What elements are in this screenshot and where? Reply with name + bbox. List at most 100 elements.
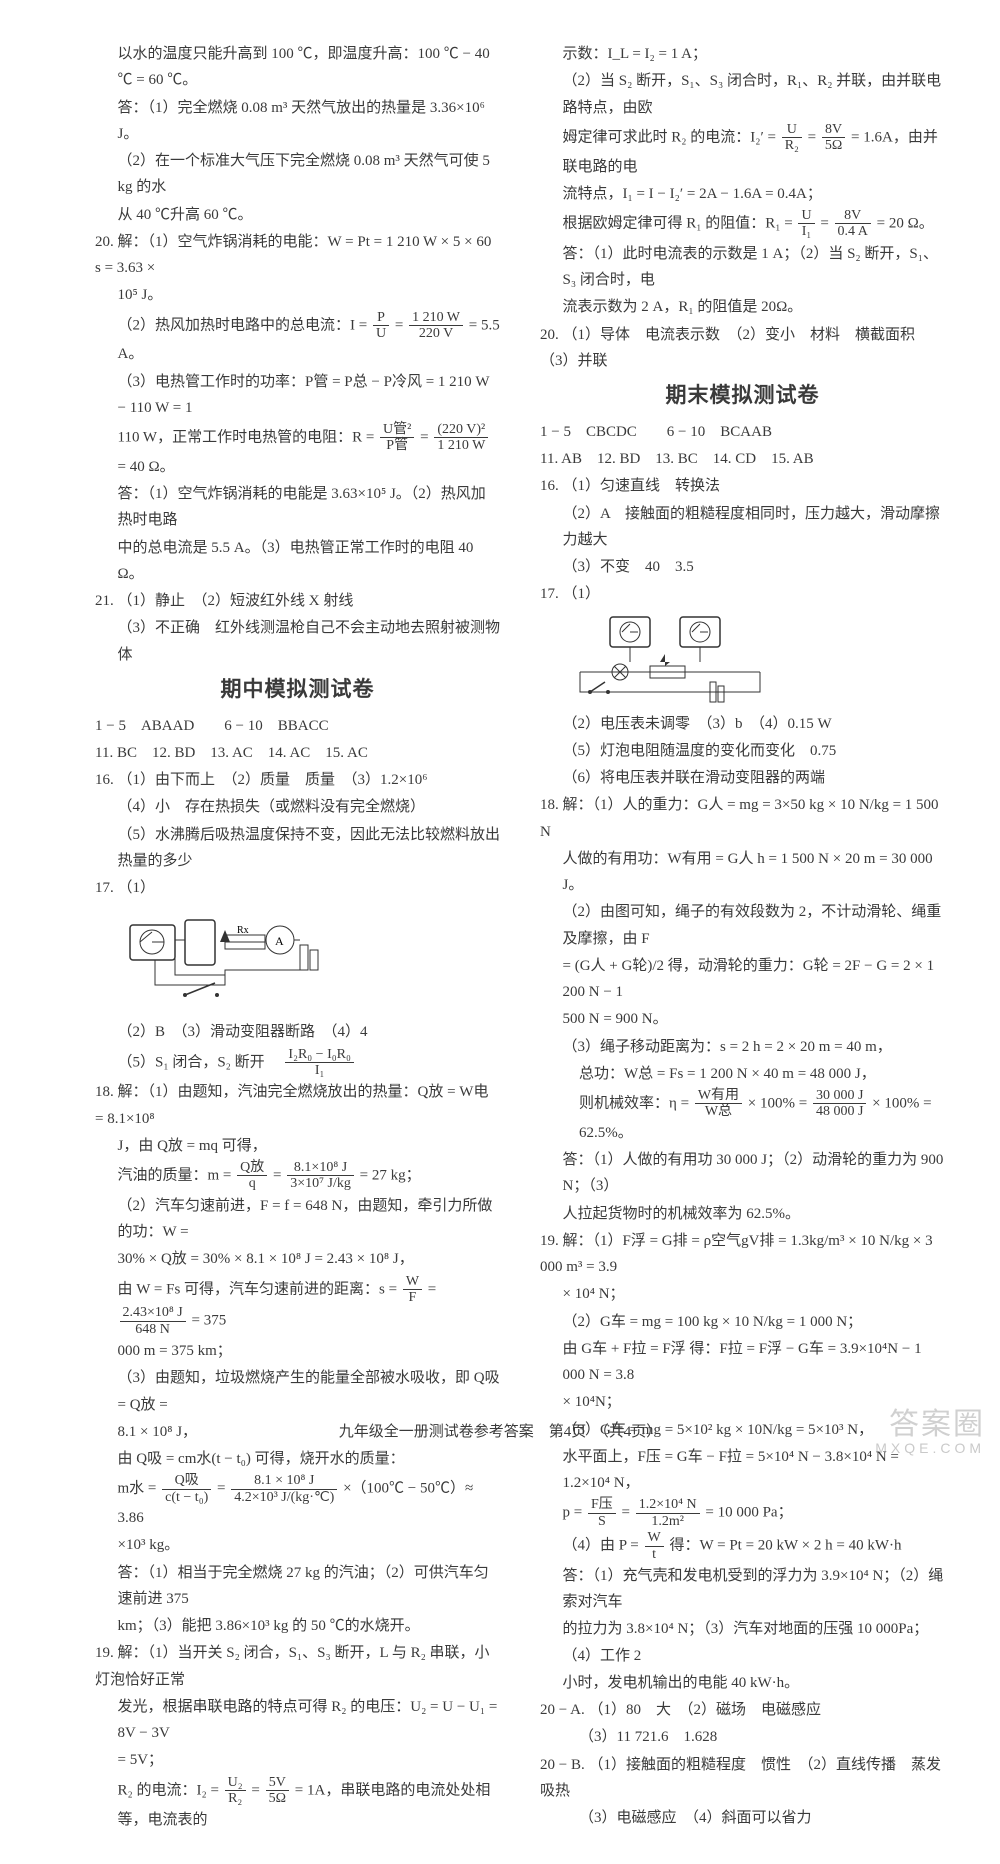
text-line: 20. 解：（1）空气炸锅消耗的电能：W = Pt = 1 210 W × 5 …	[95, 229, 500, 282]
formula-line: 110 W，正常工作时电热管的电阻：R = U管²P管 = (220 V)²1 …	[95, 422, 500, 480]
formula-line: m水 = Q吸c(t − t₀) = 8.1 × 10⁸ J4.2×10³ J/…	[95, 1473, 500, 1531]
fraction: 30 000 J48 000 J	[813, 1088, 866, 1120]
text-line: 1 − 5 CBCDC 6 − 10 BCAAB	[540, 419, 945, 445]
text: 根据欧姆定律可得 R₁ 的阻值：R₁ =	[563, 215, 793, 231]
text-line: （2）汽车匀速前进，F = f = 648 N，由题知，牵引力所做的功：W =	[95, 1193, 500, 1246]
text-line: （3）不变 40 3.5	[540, 554, 945, 580]
text-line: 的拉力为 3.8×10⁴ N；（3）汽车对地面的压强 10 000Pa；（4）工…	[540, 1616, 945, 1669]
formula-line: R₂ 的电流：I₂ = U₂R₂ = 5V5Ω = 1A，串联电路的电流处处相等…	[95, 1775, 500, 1833]
text: p =	[563, 1505, 583, 1521]
formula-line: （5）S₁ 闭合，S₂ 断开 I₂R₀ − I₀R₀I₁	[95, 1047, 500, 1079]
svg-text:Rx: Rx	[237, 925, 249, 936]
text-line: 17. （1）	[540, 581, 945, 607]
fraction: 8V5Ω	[822, 122, 845, 154]
text: 则机械效率：η =	[579, 1095, 689, 1111]
text-line: 答：（1）相当于完全燃烧 27 kg 的汽油；（2）可供汽车匀速前进 375	[95, 1560, 500, 1613]
fraction: Q吸c(t − t₀)	[162, 1473, 211, 1505]
fraction: F压S	[588, 1497, 616, 1529]
text: 得：W = Pt = 20 kW × 2 h = 40 kW·h	[669, 1537, 901, 1553]
fraction: 5V5Ω	[266, 1775, 289, 1807]
text-line: 以水的温度只能升高到 100 ℃，即温度升高：100 ℃ − 40 ℃ = 60…	[95, 41, 500, 94]
text-line: × 10⁴ N；	[540, 1281, 945, 1307]
text-line: = 5V；	[95, 1747, 500, 1773]
text-line: 30% × Q放 = 30% × 8.1 × 10⁸ J = 2.43 × 10…	[95, 1246, 500, 1272]
text-line: （2）在一个标准大气压下完全燃烧 0.08 m³ 天然气可使 5 kg 的水	[95, 148, 500, 201]
text-line: 20 − B. （1）接触面的粗糙程度 惯性 （2）直线传播 蒸发吸热	[540, 1752, 945, 1805]
text: 由 W = Fs 可得，汽车匀速前进的距离：s =	[118, 1281, 398, 1297]
text-line: （2）B （3）滑动变阻器断路 （4）4	[95, 1019, 500, 1045]
fraction: 2.43×10⁸ J648 N	[120, 1305, 186, 1337]
text-line: 11. BC 12. BD 13. AC 14. AC 15. AC	[95, 740, 500, 766]
text-line: （5）灯泡电阻随温度的变化而变化 0.75	[540, 738, 945, 764]
text-line: 16. （1）匀速直线 转换法	[540, 473, 945, 499]
text-line: 由 G车 + F拉 = F浮 得：F拉 = F浮 − G车 = 3.9×10⁴N…	[540, 1336, 945, 1389]
text: =	[808, 129, 816, 145]
text-line: （2）当 S₂ 断开，S₁、S₃ 闭合时，R₁、R₂ 并联，由并联电路特点，由欧	[540, 68, 945, 121]
text: 110 W，正常工作时电热管的电阻：R =	[118, 429, 375, 445]
fraction: (220 V)²1 210 W	[434, 422, 488, 454]
formula-line: 汽油的质量：m = Q放q = 8.1×10⁸ J3×10⁷ J/kg = 27…	[95, 1160, 500, 1192]
text: × 100% =	[748, 1095, 807, 1111]
text-line: 答：（1）人做的有用功 30 000 J；（2）动滑轮的重力为 900 N；（3…	[540, 1147, 945, 1200]
fraction: 8V0.4 A	[835, 208, 871, 240]
circuit-figure-2	[570, 612, 770, 707]
text: （2）热风加热时电路中的总电流：I =	[118, 317, 368, 333]
text: m水 =	[118, 1481, 157, 1497]
fraction: U管²P管	[380, 422, 414, 454]
fraction: 8.1×10⁸ J3×10⁷ J/kg	[287, 1160, 354, 1192]
fraction: 8.1 × 10⁸ J4.2×10³ J/(kg·℃)	[231, 1473, 337, 1505]
text: = 40 Ω。	[118, 459, 175, 475]
text: （5）S₁ 闭合，S₂ 断开	[118, 1054, 280, 1070]
text: =	[217, 1481, 225, 1497]
text-line: 21. （1）静止 （2）短波红外线 X 射线	[95, 588, 500, 614]
text-line: 10⁵ J。	[95, 282, 500, 308]
text-line: J，由 Q放 = mq 可得，	[95, 1133, 500, 1159]
circuit-figure-1: Rx A	[125, 905, 325, 1015]
svg-text:A: A	[275, 934, 284, 948]
text-line: （3）11 721.6 1.628	[540, 1724, 945, 1750]
fraction: 1.2×10⁴ N1.2m²	[636, 1497, 700, 1529]
text-line: 发光，根据串联电路的特点可得 R₂ 的电压：U₂ = U − U₁ = 8V −…	[95, 1694, 500, 1747]
text-line: 19. 解：（1）当开关 S₂ 闭合，S₁、S₃ 断开，L 与 R₂ 串联，小灯…	[95, 1640, 500, 1693]
text-line: 16. （1）由下而上 （2）质量 质量 （3）1.2×10⁶	[95, 767, 500, 793]
text-line: km；（3）能把 3.86×10³ kg 的 50 ℃的水烧开。	[95, 1613, 500, 1639]
text-line: 中的总电流是 5.5 A。（3）电热管正常工作时的电阻 40 Ω。	[95, 535, 500, 588]
formula-line: 则机械效率：η = W有用W总 × 100% = 30 000 J48 000 …	[540, 1088, 945, 1146]
text: R₂ 的电流：I₂ =	[118, 1782, 219, 1798]
text-line: ×10³ kg。	[95, 1532, 500, 1558]
text-line: 答：（1）完全燃烧 0.08 m³ 天然气放出的热量是 3.36×10⁶ J。	[95, 95, 500, 148]
formula-line: 姆定律可求此时 R₂ 的电流：I₂′ = UR₂ = 8V5Ω = 1.6A，由…	[540, 122, 945, 180]
text-line: （3）绳子移动距离为：s = 2 h = 2 × 20 m = 40 m，	[540, 1034, 945, 1060]
text: = 375	[191, 1313, 226, 1329]
section-title-final: 期末模拟测试卷	[540, 378, 945, 415]
text: =	[820, 215, 828, 231]
fraction: 1 210 W220 V	[409, 310, 463, 342]
text-line: （6）将电压表并联在滑动变阻器的两端	[540, 765, 945, 791]
text-line: （5）水沸腾后吸热温度保持不变，因此无法比较燃料放出热量的多少	[95, 822, 500, 875]
text: =	[428, 1281, 436, 1297]
text-line: 答：（1）充气壳和发电机受到的浮力为 3.9×10⁴ N；（2）绳索对汽车	[540, 1563, 945, 1616]
text: = 20 Ω。	[877, 215, 934, 231]
text-line: （2）G车 = mg = 100 kg × 10 N/kg = 1 000 N；	[540, 1309, 945, 1335]
text: =	[251, 1782, 259, 1798]
text-line: （3）由题知，垃圾燃烧产生的能量全部被水吸收，即 Q吸 = Q放 =	[95, 1365, 500, 1418]
text-line: 000 m = 375 km；	[95, 1338, 500, 1364]
fraction: U₂R₂	[225, 1775, 246, 1807]
text-line: 人做的有用功：W有用 = G人 h = 1 500 N × 20 m = 30 …	[540, 846, 945, 899]
watermark-url: MXQE.COM	[875, 1441, 985, 1456]
fraction: PU	[373, 310, 389, 342]
text-line: （2）A 接触面的粗糙程度相同时，压力越大，滑动摩擦力越大	[540, 501, 945, 554]
text-line: 流表示数为 2 A，R₁ 的阻值是 20Ω。	[540, 294, 945, 320]
text-line: （3）电磁感应 （4）斜面可以省力	[540, 1805, 945, 1831]
fraction: Wt	[645, 1530, 664, 1562]
text-line: 18. 解：（1）由题知，汽油完全燃烧放出的热量：Q放 = W电 = 8.1×1…	[95, 1079, 500, 1132]
text-line: 小时，发电机输出的电能 40 kW·h。	[540, 1670, 945, 1696]
right-column: 示数：I_L = I₂ = 1 A； （2）当 S₂ 断开，S₁、S₃ 闭合时，…	[540, 40, 945, 1834]
text-line: 答：（1）空气炸锅消耗的电能是 3.63×10⁵ J。（2）热风加热时电路	[95, 481, 500, 534]
fraction: Q放q	[237, 1160, 267, 1192]
text-line: 17. （1）	[95, 875, 500, 901]
section-title-midterm: 期中模拟测试卷	[95, 672, 500, 709]
watermark-text: 答案圈	[889, 1408, 985, 1441]
text-line: （3）不正确 红外线测温枪自己不会主动地去照射被测物体	[95, 615, 500, 668]
text-line: 20. （1）导体 电流表示数 （2）变小 材料 横截面积 （3）并联	[540, 322, 945, 375]
